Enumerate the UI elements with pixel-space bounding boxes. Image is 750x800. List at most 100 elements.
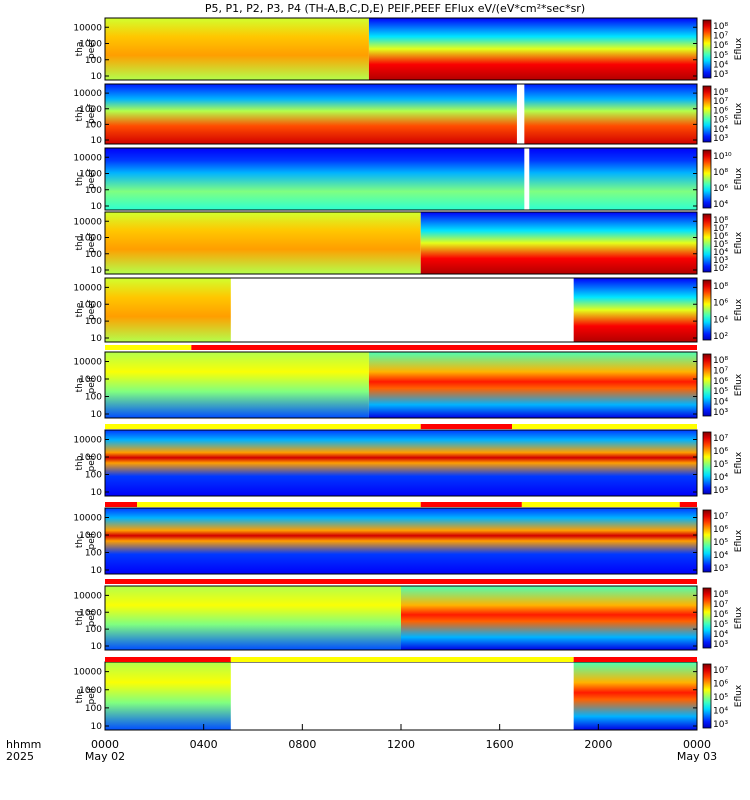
- panel-label-top: thc: [75, 534, 85, 548]
- colorbar-tick-label: 10⁷: [713, 600, 728, 610]
- colorbar-tick-label: 10²: [713, 264, 728, 274]
- y-tick-label: 10: [91, 722, 103, 732]
- colorbar-tick-label: 10⁸: [713, 168, 728, 178]
- colorbar-tick-label: 10⁴: [713, 473, 728, 483]
- colorbar-tick-label: 10⁵: [713, 116, 728, 126]
- colorbar: [702, 213, 712, 273]
- colorbar-tick-label: 10⁵: [713, 538, 728, 548]
- colorbar-tick-label: 10³: [713, 70, 728, 80]
- mode-bar: [105, 424, 697, 429]
- colorbar-tick-label: 10³: [713, 256, 728, 266]
- mode-bar-segment: [573, 657, 697, 662]
- colorbar: [702, 587, 712, 649]
- y-tick-label: 100: [85, 549, 102, 559]
- colorbar-tick-label: 10⁶: [713, 41, 728, 51]
- spectrogram-region: [573, 662, 697, 730]
- mode-bar-segment: [521, 502, 680, 507]
- panel-label-top: the: [75, 688, 85, 703]
- panel-label-top: thd: [75, 611, 85, 626]
- x-axis-date-end: May 03: [677, 750, 717, 763]
- colorbar-tick-label: 10⁶: [713, 299, 728, 309]
- colorbar: [702, 85, 712, 143]
- colorbar-tick-label: 10⁴: [713, 248, 728, 258]
- mode-bar: [105, 579, 697, 584]
- colorbar-tick-label: 10⁸: [713, 88, 728, 98]
- x-tick-label: 1200: [387, 738, 415, 751]
- panel-label-top: the: [75, 302, 85, 317]
- panel-label-bottom: peef: [87, 232, 97, 253]
- spectrogram-region: [524, 84, 697, 144]
- colorbar-tick-label: 10⁴: [713, 200, 728, 210]
- y-tick-label: 1000: [79, 608, 102, 618]
- spectrogram-region: [368, 352, 697, 418]
- colorbar-tick-label: 10⁵: [713, 240, 728, 250]
- panel-label-top: thd: [75, 236, 85, 251]
- chart-title: P5, P1, P2, P3, P4 (TH-A,B,C,D,E) PEIF,P…: [205, 2, 585, 15]
- colorbar-tick-label: 10⁴: [713, 315, 728, 325]
- y-tick-label: 1000: [79, 453, 102, 463]
- colorbar-tick-label: 10³: [713, 640, 728, 650]
- colorbar-tick-label: 10³: [713, 408, 728, 418]
- colorbar: [702, 663, 712, 729]
- panel-frame: [104, 147, 698, 211]
- colorbar-tick-label: 10⁶: [713, 610, 728, 620]
- panel-label-bottom: peif: [87, 532, 97, 550]
- y-tick-label: 10: [91, 136, 103, 146]
- spectrogram-region: [105, 148, 525, 210]
- colorbar-tick-label: 10⁵: [713, 620, 728, 630]
- panel-frame: [104, 585, 698, 651]
- x-tick-label: 0000: [683, 738, 711, 751]
- panel-frame: [104, 211, 698, 275]
- y-tick-label: 10000: [73, 89, 102, 99]
- panel-thc-peif: 10 100 1000 10000 thc peif 10⁷ 10⁶ 10⁵ 10⁴ 10³ Eflu…: [73, 507, 744, 576]
- colorbar-tick-label: 10¹⁰: [713, 152, 732, 162]
- x-axis-label: hhmm: [6, 738, 41, 751]
- colorbar-label: Eflux: [734, 231, 744, 254]
- colorbar-tick-label: 10⁵: [713, 693, 728, 703]
- colorbar-label: Eflux: [734, 167, 744, 190]
- mode-bar: [105, 345, 698, 350]
- colorbar-tick-label: 10⁶: [713, 184, 728, 194]
- colorbar-label: Eflux: [734, 684, 744, 707]
- y-tick-label: 100: [85, 56, 102, 66]
- colorbar-tick-label: 10⁷: [713, 512, 728, 522]
- colorbar-label: Eflux: [734, 373, 744, 396]
- colorbar-tick-label: 10⁵: [713, 387, 728, 397]
- y-tick-label: 10000: [73, 668, 102, 678]
- y-tick-label: 100: [85, 120, 102, 130]
- colorbar-tick-label: 10⁷: [713, 97, 728, 107]
- spectrogram-region: [368, 18, 697, 80]
- colorbar-tick-label: 10⁷: [713, 224, 728, 234]
- y-tick-label: 10000: [73, 283, 102, 293]
- y-tick-label: 100: [85, 625, 102, 635]
- colorbar-tick-label: 10⁸: [713, 216, 728, 226]
- colorbar-tick-label: 10³: [713, 720, 728, 730]
- colorbar-tick-label: 10⁶: [713, 232, 728, 242]
- panel-the-peef: 10 100 1000 10000 the peef 10⁸ 10⁶ 10⁴ 10² Eflux: [73, 277, 744, 344]
- y-tick-label: 1000: [79, 686, 102, 696]
- spectrogram-region: [105, 84, 517, 144]
- colorbar-label: Eflux: [734, 451, 744, 474]
- mode-bar-segment: [191, 345, 698, 350]
- colorbar-tick-label: 10⁸: [713, 356, 728, 366]
- colorbar: [702, 431, 712, 495]
- y-tick-label: 100: [85, 186, 102, 196]
- y-tick-label: 100: [85, 471, 102, 481]
- panel-label-top: thb: [75, 106, 85, 121]
- spectrogram-region: [105, 212, 421, 274]
- mode-bar-segment: [512, 424, 697, 429]
- y-tick-label: 10: [91, 642, 103, 652]
- panel-label-bottom: peif: [87, 609, 97, 627]
- colorbar: [702, 353, 712, 417]
- panel-label-top: thc: [75, 172, 85, 186]
- spectrogram-region: [401, 586, 697, 650]
- y-tick-label: 100: [85, 250, 102, 260]
- y-tick-label: 1000: [79, 105, 102, 115]
- colorbar-tick-label: 10⁷: [713, 32, 728, 42]
- mode-bar-segment: [105, 345, 192, 350]
- mode-bar-segment: [679, 502, 697, 507]
